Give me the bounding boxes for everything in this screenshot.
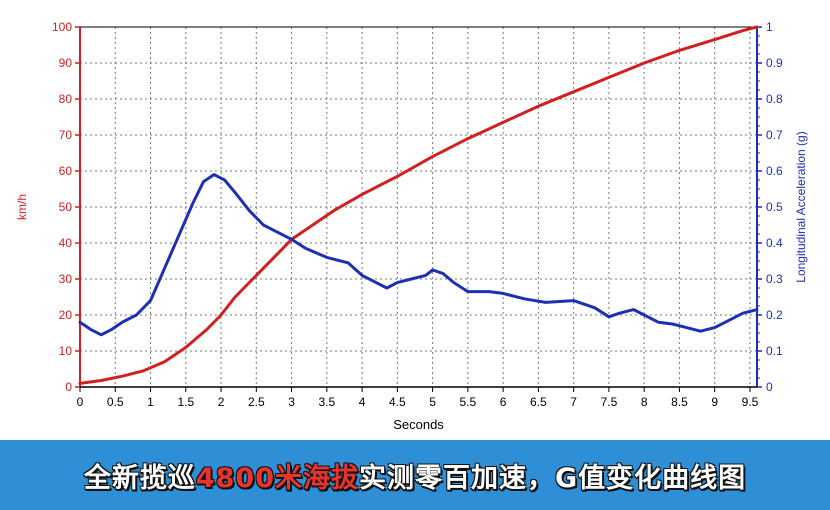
x-tick-label: 5.5	[460, 395, 477, 409]
x-tick-label: 9	[711, 395, 718, 409]
y-right-axis-label: Longitudinal Acceleration (g)	[794, 131, 808, 282]
caption-suffix: 实测零百加速，G值变化曲线图	[358, 462, 747, 494]
y-right-tick-label: 0.6	[766, 164, 783, 178]
caption-text: 全新揽巡4800米海拔实测零百加速，G值变化曲线图	[84, 456, 746, 495]
x-tick-label: 6	[500, 395, 507, 409]
y-left-tick-label: 90	[59, 56, 73, 70]
y-right-tick-label: 0.1	[766, 344, 783, 358]
x-tick-label: 1	[147, 395, 154, 409]
y-right-tick-label: 0.4	[766, 236, 783, 250]
y-left-tick-label: 70	[59, 128, 73, 142]
caption-highlight: 4800米海拔	[195, 462, 359, 494]
x-tick-label: 2	[218, 395, 225, 409]
x-tick-label: 3.5	[318, 395, 335, 409]
speed-series-line	[78, 25, 759, 385]
y-right-tick-label: 1	[766, 20, 773, 34]
y-left-tick-label: 100	[52, 20, 72, 34]
caption-banner: 全新揽巡4800米海拔实测零百加速，G值变化曲线图	[0, 440, 830, 510]
y-left-tick-label: 30	[59, 272, 73, 286]
x-tick-label: 7.5	[601, 395, 618, 409]
y-left-tick-label: 0	[65, 380, 72, 394]
x-tick-label: 6.5	[530, 395, 547, 409]
y-left-tick-label: 50	[59, 200, 73, 214]
y-right-tick-label: 0.2	[766, 308, 783, 322]
y-left-tick-label: 40	[59, 236, 73, 250]
x-tick-label: 9.5	[742, 395, 759, 409]
y-left-tick-label: 10	[59, 344, 73, 358]
chart-canvas: 010203040506070809010000.10.20.30.40.50.…	[15, 20, 808, 432]
y-right-tick-label: 0.3	[766, 272, 783, 286]
y-right-tick-label: 0.8	[766, 92, 783, 106]
y-right-tick-label: 0	[766, 380, 773, 394]
x-tick-label: 0	[77, 395, 84, 409]
y-left-tick-label: 80	[59, 92, 73, 106]
x-tick-label: 4	[359, 395, 366, 409]
y-left-axis-label: km/h	[15, 194, 29, 220]
x-tick-label: 0.5	[107, 395, 124, 409]
x-tick-label: 8.5	[671, 395, 688, 409]
x-tick-label: 7	[570, 395, 577, 409]
y-right-tick-label: 0.9	[766, 56, 783, 70]
y-right-tick-label: 0.5	[766, 200, 783, 214]
x-axis-label: Seconds	[393, 417, 444, 432]
x-tick-label: 8	[641, 395, 648, 409]
y-left-tick-label: 20	[59, 308, 73, 322]
acceleration-series-line	[78, 173, 759, 337]
x-tick-label: 5	[429, 395, 436, 409]
x-tick-label: 3	[288, 395, 295, 409]
y-left-tick-label: 60	[59, 164, 73, 178]
y-right-tick-label: 0.7	[766, 128, 783, 142]
x-tick-label: 1.5	[177, 395, 194, 409]
caption-prefix: 全新揽巡	[83, 462, 196, 494]
x-tick-label: 2.5	[248, 395, 265, 409]
x-tick-label: 4.5	[389, 395, 406, 409]
